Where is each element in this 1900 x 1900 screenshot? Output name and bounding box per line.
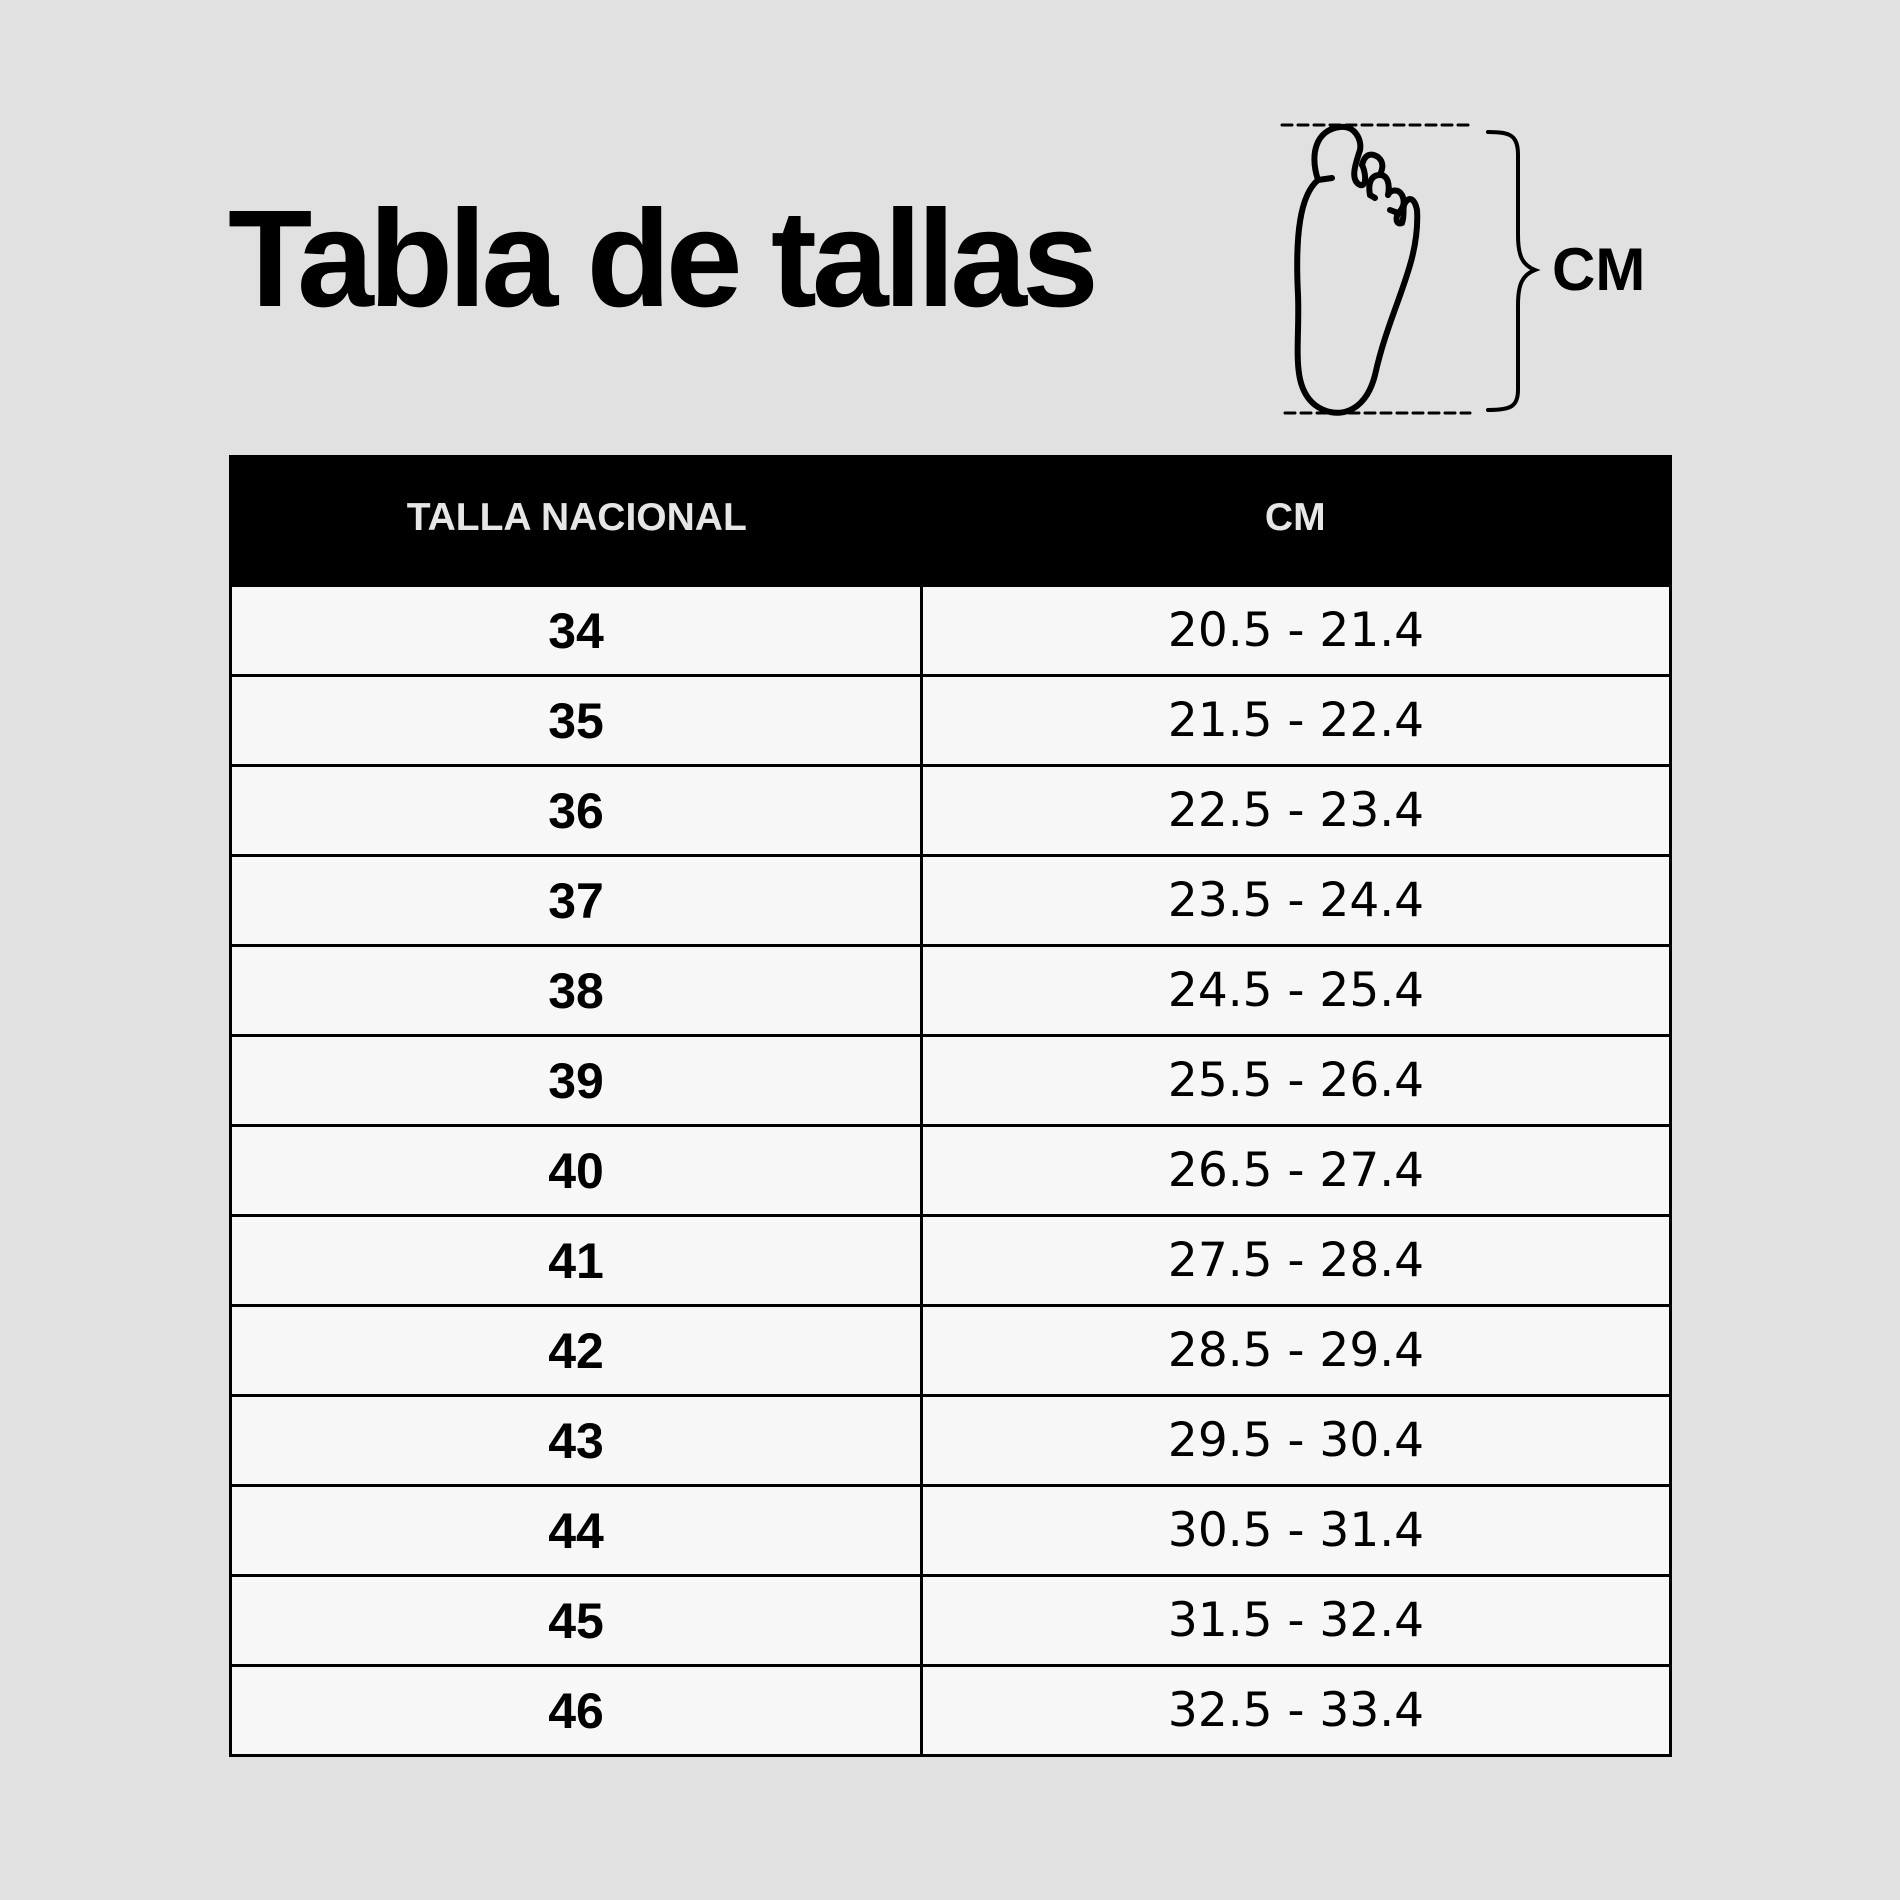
size-cell: 44 xyxy=(229,1484,923,1577)
size-cell: 43 xyxy=(229,1394,923,1487)
cm-range-cell: 32.5 - 33.4 xyxy=(920,1664,1672,1757)
size-table: TALLA NACIONAL CM 34 20.5 - 21.4 35 21.5 - … xyxy=(229,455,1672,1757)
table-row: 35 21.5 - 22.4 xyxy=(229,674,1672,767)
size-cell: 46 xyxy=(229,1664,923,1757)
table-row: 40 26.5 - 27.4 xyxy=(229,1124,1672,1217)
table-row: 43 29.5 - 30.4 xyxy=(229,1394,1672,1487)
cm-range-cell: 20.5 - 21.4 xyxy=(920,584,1672,677)
table-row: 39 25.5 - 26.4 xyxy=(229,1034,1672,1127)
table-row: 44 30.5 - 31.4 xyxy=(229,1484,1672,1577)
page-title: Tabla de tallas xyxy=(228,182,1099,336)
cm-range-cell: 30.5 - 31.4 xyxy=(920,1484,1672,1577)
cm-range-cell: 22.5 - 23.4 xyxy=(920,764,1672,857)
cm-range-cell: 29.5 - 30.4 xyxy=(920,1394,1672,1487)
size-cell: 36 xyxy=(229,764,923,857)
table-header-row: TALLA NACIONAL CM xyxy=(230,456,1671,586)
table-row: 45 31.5 - 32.4 xyxy=(229,1574,1672,1667)
cm-range-cell: 27.5 - 28.4 xyxy=(920,1214,1672,1307)
size-cell: 37 xyxy=(229,854,923,947)
size-cell: 45 xyxy=(229,1574,923,1667)
cm-range-cell: 25.5 - 26.4 xyxy=(920,1034,1672,1127)
size-cell: 41 xyxy=(229,1214,923,1307)
size-cell: 34 xyxy=(229,584,923,677)
table-row: 37 23.5 - 24.4 xyxy=(229,854,1672,947)
table-row: 41 27.5 - 28.4 xyxy=(229,1214,1672,1307)
cm-range-cell: 24.5 - 25.4 xyxy=(920,944,1672,1037)
table-row: 36 22.5 - 23.4 xyxy=(229,764,1672,857)
size-cell: 35 xyxy=(229,674,923,767)
cm-range-cell: 23.5 - 24.4 xyxy=(920,854,1672,947)
header-cm: CM xyxy=(921,456,1671,586)
table-row: 38 24.5 - 25.4 xyxy=(229,944,1672,1037)
table-row: 42 28.5 - 29.4 xyxy=(229,1304,1672,1397)
table-row: 34 20.5 - 21.4 xyxy=(229,584,1672,677)
cm-range-cell: 26.5 - 27.4 xyxy=(920,1124,1672,1217)
header-national-size: TALLA NACIONAL xyxy=(230,456,922,586)
measurement-unit-label: CM xyxy=(1552,236,1646,303)
size-cell: 38 xyxy=(229,944,923,1037)
foot-outline-icon xyxy=(1280,123,1541,416)
size-cell: 40 xyxy=(229,1124,923,1217)
size-cell: 42 xyxy=(229,1304,923,1397)
cm-range-cell: 21.5 - 22.4 xyxy=(920,674,1672,767)
size-cell: 39 xyxy=(229,1034,923,1127)
cm-range-cell: 31.5 - 32.4 xyxy=(920,1574,1672,1667)
table-row: 46 32.5 - 33.4 xyxy=(229,1664,1672,1757)
cm-range-cell: 28.5 - 29.4 xyxy=(920,1304,1672,1397)
